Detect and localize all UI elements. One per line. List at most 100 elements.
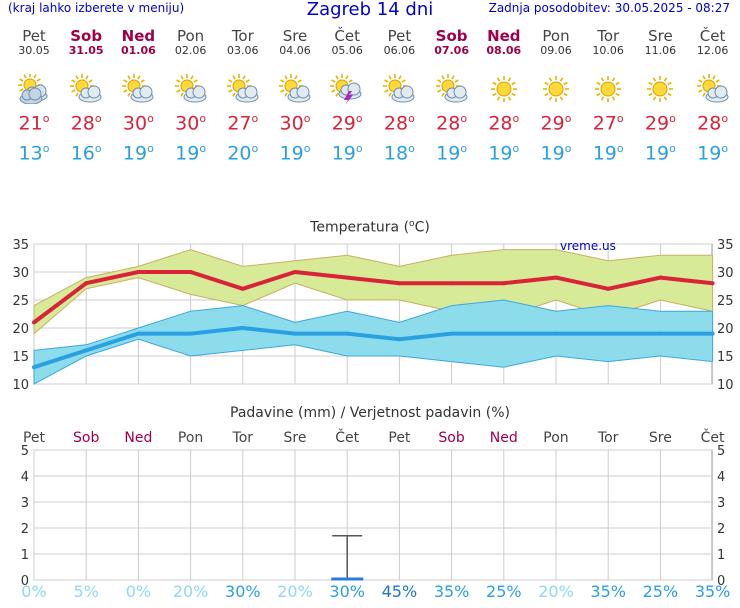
thunder-cloud-icon xyxy=(330,74,364,105)
temperature-chart: 35 35 30 30 25 25 20 20 15 15 10 10 xyxy=(12,238,734,393)
plot-frame xyxy=(33,449,713,581)
min-temp: 19o xyxy=(122,142,154,165)
y-tick-label-left: 25 xyxy=(12,294,29,309)
sun-icon xyxy=(591,74,625,104)
day-axis-label: Tor xyxy=(232,430,254,446)
y-tick-label-left: 15 xyxy=(12,350,29,365)
max-temp-point xyxy=(501,281,506,286)
min-temp: 19o xyxy=(175,142,207,165)
max-temp: 27o xyxy=(227,112,259,135)
day-axis-label: Čet xyxy=(701,428,725,446)
min-temp-point xyxy=(554,331,558,336)
day-date: 03.06 xyxy=(227,44,259,57)
y-tick-label-right: 1 xyxy=(717,548,725,563)
y-tick-label-right: 4 xyxy=(717,470,725,485)
max-temp-point xyxy=(293,270,297,274)
day-column: Tor 10.06 27o 19o xyxy=(582,27,634,165)
precip-probability: 45% xyxy=(381,582,418,601)
day-date: 02.06 xyxy=(174,44,207,57)
day-name: Ned xyxy=(487,27,521,45)
day-axis-label: Ned xyxy=(490,430,518,446)
daily-forecast-row: Pet 30.05 21o 13o Sob 31.05 28o 16o Ned 01.06 30o 1… xyxy=(8,28,738,168)
day-column: Sob 07.06 28o 19o xyxy=(426,27,478,165)
max-temp-point xyxy=(449,281,454,286)
max-temp: 29o xyxy=(540,112,572,135)
sun-cloud-icon xyxy=(69,74,103,104)
y-tick-label-right: 5 xyxy=(717,444,725,459)
y-tick-label-right: 35 xyxy=(717,238,734,253)
header-bar: Zagreb 14 dni (kraj lahko izberete v men… xyxy=(0,0,740,22)
max-temp-point xyxy=(397,281,402,286)
y-tick-label-left: 10 xyxy=(12,378,29,393)
day-axis-label: Sre xyxy=(649,430,672,446)
y-tick-label-right: 3 xyxy=(717,496,725,511)
day-column: Sob 31.05 28o 16o xyxy=(60,27,112,165)
day-date: 08.06 xyxy=(486,44,522,57)
sun-cloud-icon xyxy=(696,74,730,104)
temperature-chart-title: Temperatura (oC) xyxy=(310,219,430,236)
day-name: Pon xyxy=(542,27,570,45)
day-column: Tor 03.06 27o 20o xyxy=(217,28,269,164)
page-title: Zagreb 14 dni xyxy=(306,0,434,20)
day-date: 06.06 xyxy=(383,44,416,57)
max-temp-point xyxy=(710,281,715,286)
precip-probability: 35% xyxy=(694,582,731,601)
day-name: Sre xyxy=(648,27,673,45)
min-temp: 20o xyxy=(227,142,259,165)
day-date: 04.06 xyxy=(279,44,311,57)
day-axis-label: Sob xyxy=(438,430,464,446)
max-temp: 28o xyxy=(488,112,520,135)
max-temp: 28o xyxy=(436,112,468,135)
min-temp-point xyxy=(345,331,350,336)
day-name: Sob xyxy=(70,27,103,45)
max-temp: 30o xyxy=(279,112,311,135)
day-column: Ned 08.06 28o 19o xyxy=(478,27,530,165)
min-temp: 13o xyxy=(18,142,50,165)
precip-probability: 35% xyxy=(590,582,626,601)
day-axis-label: Pet xyxy=(388,430,411,446)
min-temp-point xyxy=(397,337,402,342)
day-date: 30.05 xyxy=(18,44,50,57)
min-temp: 19o xyxy=(436,142,468,165)
min-temp-point xyxy=(501,331,506,336)
y-tick-label-right: 20 xyxy=(717,322,734,337)
day-date: 09.06 xyxy=(540,44,572,57)
day-axis-label: Pon xyxy=(178,430,203,446)
min-temp: 19o xyxy=(488,142,520,165)
min-temp-range-band xyxy=(33,299,714,385)
day-column: Pon 02.06 30o 19o xyxy=(165,27,217,164)
day-column: Pon 09.06 29o 19o xyxy=(530,27,582,165)
source-credit[interactable]: vreme.us xyxy=(560,239,616,253)
precip-probability: 30% xyxy=(225,582,261,601)
max-temp-line xyxy=(32,270,713,324)
day-name: Pon xyxy=(176,27,205,45)
max-temp: 30o xyxy=(122,112,154,135)
min-temp-point xyxy=(606,331,611,336)
precip-probability: 20% xyxy=(277,582,313,601)
max-temp: 27o xyxy=(592,112,624,135)
day-axis-label: Sob xyxy=(73,430,99,446)
min-temp-point xyxy=(136,331,141,336)
day-name: Sob xyxy=(435,27,468,45)
location-menu-hint[interactable]: (kraj lahko izberete v meniju) xyxy=(8,1,185,15)
sun-cloud-icon xyxy=(435,74,469,104)
y-tick-label-left: 4 xyxy=(21,470,29,485)
max-temp: 28o xyxy=(70,112,102,135)
precip-probability: 25% xyxy=(486,582,522,601)
min-temp: 19o xyxy=(279,142,311,165)
y-tick-label-right: 25 xyxy=(717,294,734,309)
y-tick-label-right: 10 xyxy=(717,378,734,393)
sun-icon xyxy=(539,74,573,104)
day-column: Sre 11.06 29o 19o xyxy=(634,27,686,165)
max-temp: 29o xyxy=(644,112,676,135)
sun-cloud-icon xyxy=(121,74,155,104)
day-axis-label: Pet xyxy=(23,430,46,446)
min-temp-point xyxy=(32,365,36,370)
day-axis-label: Ned xyxy=(124,430,152,446)
day-name: Tor xyxy=(597,27,620,45)
min-temp-point xyxy=(658,331,663,336)
max-temp-point xyxy=(240,286,245,291)
min-temp: 19o xyxy=(592,142,624,165)
day-date: 05.06 xyxy=(331,44,363,57)
y-tick-label-left: 30 xyxy=(12,266,29,281)
